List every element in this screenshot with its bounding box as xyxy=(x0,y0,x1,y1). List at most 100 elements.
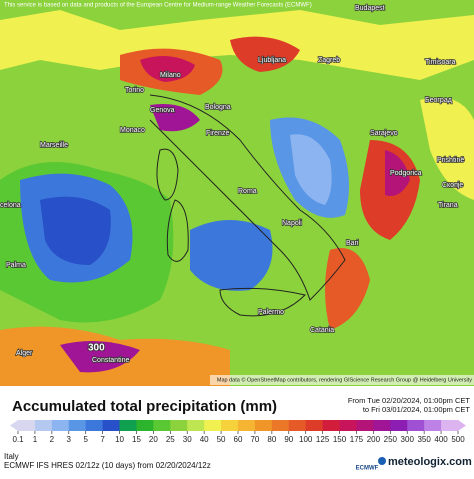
tick-label: 70 xyxy=(250,435,259,444)
color-step xyxy=(136,420,154,431)
color-step xyxy=(441,420,459,431)
color-step xyxy=(204,420,222,431)
color-step xyxy=(187,420,205,431)
tick-label: 175 xyxy=(350,435,364,444)
tick-label: 1 xyxy=(33,435,38,444)
city-label: Prishtinë xyxy=(437,157,464,164)
color-step xyxy=(170,420,188,431)
color-step xyxy=(407,420,425,431)
map-zone xyxy=(150,104,200,132)
tick-label: 60 xyxy=(234,435,243,444)
tick-label: 3 xyxy=(67,435,72,444)
color-step xyxy=(102,420,121,431)
color-step xyxy=(238,420,256,431)
color-step xyxy=(153,420,171,431)
period-to: to Fri 03/01/2024, 01:00pm CET xyxy=(363,405,471,414)
map-zone xyxy=(420,97,474,200)
attribution-bg xyxy=(210,375,474,385)
color-step xyxy=(221,420,239,431)
legend-title: Accumulated total precipitation (mm) xyxy=(12,398,277,415)
map-zone xyxy=(325,248,370,330)
tick-label: 0.1 xyxy=(12,435,24,444)
city-label: Zagreb xyxy=(318,57,340,64)
color-step xyxy=(288,420,307,431)
color-step xyxy=(373,420,391,431)
tick-label: 30 xyxy=(183,435,192,444)
attribution: Map data © OpenStreetMap contributors, r… xyxy=(217,376,472,383)
tick-label: 5 xyxy=(83,435,88,444)
color-step xyxy=(34,420,53,431)
color-step xyxy=(51,420,70,431)
tick-label: 200 xyxy=(367,435,381,444)
map-zone xyxy=(60,341,140,373)
tick-label: 25 xyxy=(166,435,175,444)
city-label: Palma xyxy=(6,262,26,269)
city-label: Milano xyxy=(160,72,181,79)
city-label: Sarajevo xyxy=(370,130,398,137)
sea-zone xyxy=(290,134,332,205)
city-label: Genova xyxy=(150,107,175,114)
model-info: ECMWF IFS HRES 02/12z (10 days) from 02/… xyxy=(4,461,211,470)
city-label: Bari xyxy=(346,240,359,247)
tick-label: 7 xyxy=(100,435,105,444)
region: Italy xyxy=(4,452,19,461)
color-step xyxy=(339,420,357,431)
coastline xyxy=(156,148,306,317)
city-label: Catania xyxy=(310,327,334,334)
city-label: Palermo xyxy=(258,309,284,316)
color-step xyxy=(305,420,324,431)
map-zone xyxy=(230,36,300,72)
city-label: Alger xyxy=(16,350,33,357)
city-label: Monaco xyxy=(120,127,145,134)
city-label: Budapest xyxy=(355,5,385,12)
tick-label: 350 xyxy=(417,435,431,444)
tick-label: 400 xyxy=(434,435,448,444)
tick-label: 100 xyxy=(299,435,313,444)
tick-label: 50 xyxy=(217,435,226,444)
tick-label: 20 xyxy=(149,435,158,444)
tick-label: 150 xyxy=(333,435,347,444)
tick-label: 2 xyxy=(50,435,55,444)
city-label: celona xyxy=(0,202,21,209)
city-label: Roma xyxy=(238,188,257,195)
city-label: Firenze xyxy=(206,130,229,137)
tick-label: 250 xyxy=(384,435,398,444)
city-label: Ljubljana xyxy=(258,57,286,64)
colorbar-arrow xyxy=(458,420,466,431)
colorbar: 0.1 1 2 3 5 7 10 15 20 25 30 40 50 60 70 80 90 100 125 150 1… xyxy=(10,420,466,444)
color-step xyxy=(424,420,442,431)
city-label: Podgorica xyxy=(390,170,422,177)
city-label: Constantine xyxy=(92,357,129,364)
color-step xyxy=(119,420,137,431)
color-step xyxy=(322,420,341,431)
city-label: Napoli xyxy=(282,220,302,227)
tick-label: 125 xyxy=(316,435,330,444)
tick-label: 15 xyxy=(132,435,141,444)
map-notice: This service is based on data and produc… xyxy=(4,3,312,9)
sea-zone xyxy=(40,196,111,265)
color-step xyxy=(254,420,273,431)
tick-label: 300 xyxy=(401,435,415,444)
period-from: From Tue 02/20/2024, 01:00pm CET xyxy=(348,396,471,405)
meteologix-logo: meteologix.com xyxy=(388,456,472,468)
city-label: Београд xyxy=(425,97,452,104)
map-zone xyxy=(140,56,195,82)
color-step xyxy=(271,420,290,431)
city-label: Скопје xyxy=(442,182,463,189)
coastline xyxy=(149,94,346,301)
sea-zone xyxy=(190,220,273,291)
ecmwf-logo: ECMWF xyxy=(356,466,379,472)
city-label: Bologna xyxy=(205,104,231,111)
tick-label: 90 xyxy=(284,435,293,444)
city-label: Torino xyxy=(125,87,144,94)
city-label: Tirana xyxy=(438,202,458,209)
precipitation-map: This service is based on data and produc… xyxy=(0,0,474,386)
colorbar-arrow xyxy=(10,420,18,431)
city-label: Marseille xyxy=(40,142,68,149)
map-value-label: 300 xyxy=(88,343,105,354)
tick-label: 80 xyxy=(267,435,276,444)
map-zone xyxy=(385,150,410,196)
color-step xyxy=(356,420,374,431)
color-step xyxy=(390,420,408,431)
